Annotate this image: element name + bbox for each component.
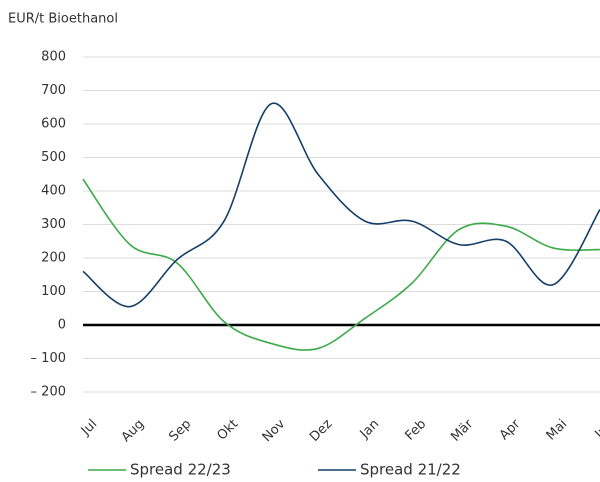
- x-tick-label: Mai: [544, 417, 571, 444]
- series-line: [82, 102, 600, 308]
- y-tick-label: 100: [41, 284, 66, 299]
- y-tick-label: 600: [41, 117, 66, 132]
- y-axis-label: EUR/t Bioethanol: [8, 12, 118, 27]
- y-tick-label: 200: [41, 251, 66, 266]
- x-tick-label: Apr: [497, 416, 524, 443]
- y-tick-label: 800: [41, 50, 66, 65]
- y-tick-label: 700: [41, 83, 66, 98]
- x-tick-label: Mär: [448, 416, 476, 444]
- y-tick-label: 0: [58, 318, 66, 333]
- x-tick-label: Jan: [357, 417, 382, 442]
- x-tick-label: Dez: [307, 417, 335, 445]
- legend-label: Spread 21/22: [360, 461, 461, 479]
- y-tick-label: 300: [41, 217, 66, 232]
- y-tick-label: – 200: [31, 385, 66, 400]
- x-tick-label: Sep: [166, 417, 194, 445]
- legend-label: Spread 22/23: [130, 461, 231, 479]
- x-tick-label: Okt: [215, 417, 242, 444]
- x-tick-label: Feb: [402, 417, 429, 444]
- y-tick-label: – 100: [31, 351, 66, 366]
- x-tick-label: Nov: [260, 416, 289, 445]
- series-line: [82, 178, 600, 351]
- y-tick-label: 500: [41, 150, 66, 165]
- x-tick-label: Jul: [78, 417, 100, 439]
- x-tick-label: Jun: [592, 417, 600, 443]
- x-tick-label: Aug: [119, 417, 148, 446]
- y-tick-label: 400: [41, 184, 66, 199]
